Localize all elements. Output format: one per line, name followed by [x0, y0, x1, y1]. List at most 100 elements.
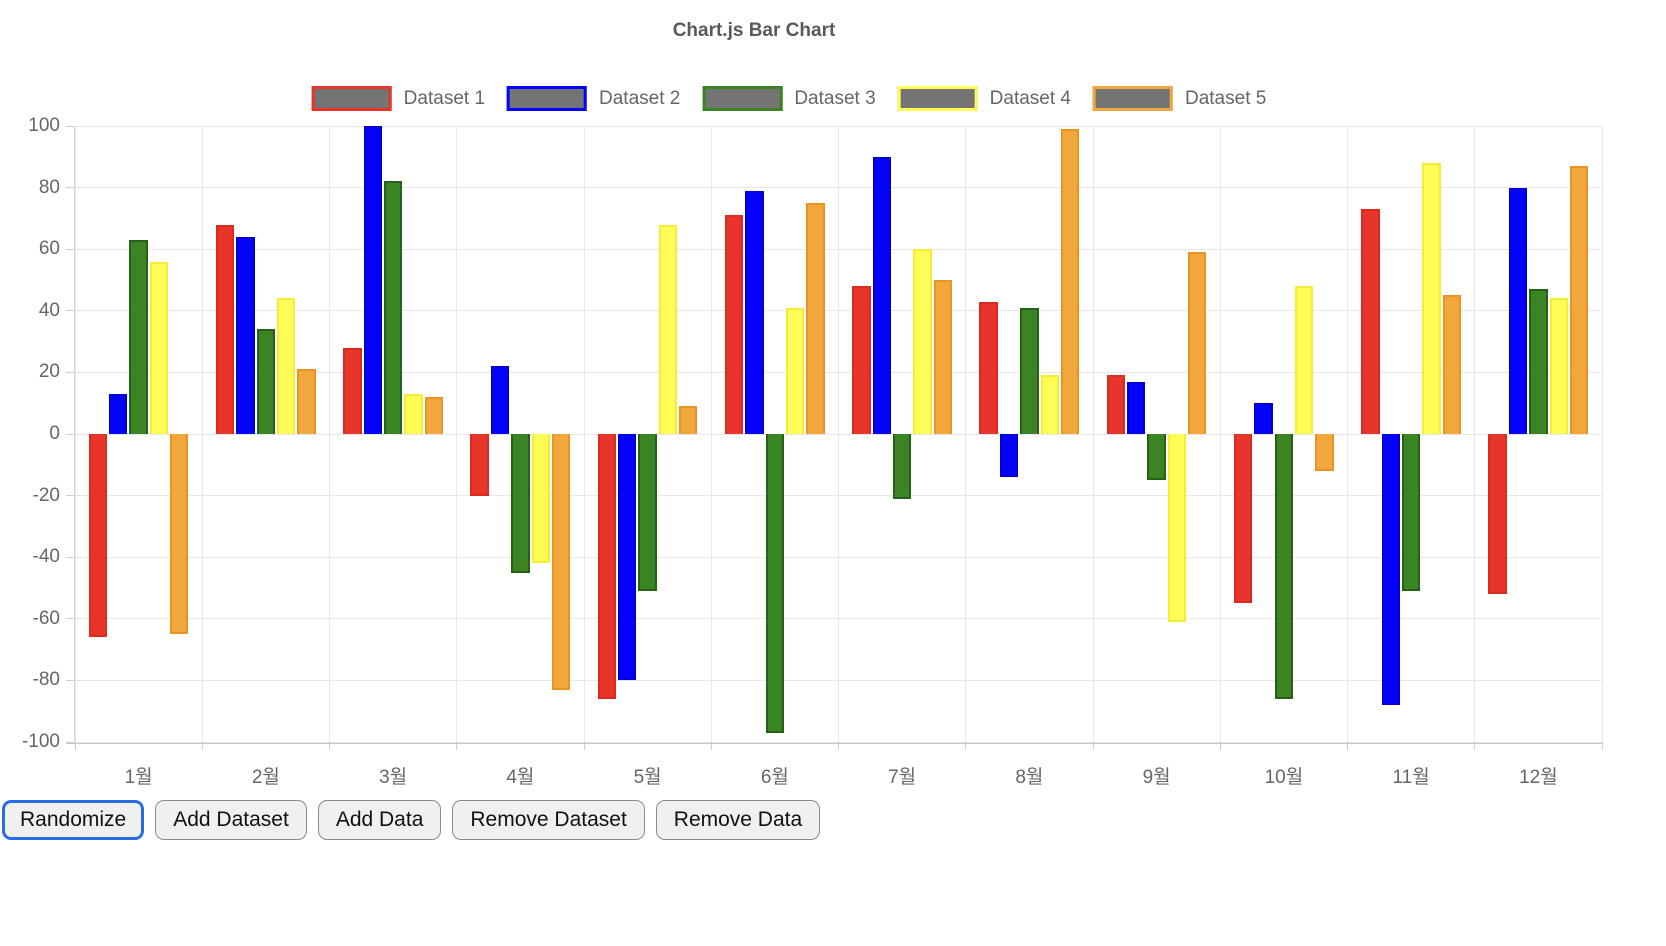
v-gridline-0	[74, 126, 76, 742]
legend-swatch-dataset-5	[1092, 86, 1173, 111]
bar-dataset-4-month-1[interactable]	[149, 261, 169, 434]
bar-dataset-3-month-4[interactable]	[511, 434, 530, 573]
x-tick-1	[201, 742, 203, 750]
bar-dataset-3-month-5[interactable]	[638, 434, 657, 592]
bar-dataset-2-month-10[interactable]	[1254, 403, 1273, 434]
y-axis-label--60: -60	[32, 607, 60, 629]
legend-item-dataset-3[interactable]: Dataset 3	[702, 86, 876, 111]
bar-dataset-3-month-3[interactable]	[383, 181, 403, 434]
y-tick--80	[66, 679, 75, 681]
legend-item-dataset-4[interactable]: Dataset 4	[897, 86, 1071, 111]
bar-dataset-5-month-10[interactable]	[1315, 434, 1334, 471]
v-gridline-9	[1219, 126, 1221, 742]
bar-dataset-3-month-11[interactable]	[1401, 434, 1421, 592]
bar-dataset-5-month-6[interactable]	[806, 203, 825, 434]
bar-dataset-4-month-8[interactable]	[1040, 375, 1059, 434]
bar-dataset-4-month-2[interactable]	[277, 298, 296, 434]
bar-dataset-2-month-12[interactable]	[1508, 187, 1528, 434]
bar-dataset-2-month-7[interactable]	[872, 156, 891, 434]
x-tick-8	[1092, 742, 1094, 750]
y-tick--40	[66, 556, 75, 558]
bar-dataset-2-month-3[interactable]	[363, 126, 382, 434]
bar-dataset-5-month-2[interactable]	[297, 369, 316, 434]
add-dataset-button[interactable]: Add Dataset	[155, 800, 307, 840]
bar-dataset-1-month-8[interactable]	[979, 301, 998, 434]
x-tick-9	[1219, 742, 1221, 750]
legend-label-dataset-4: Dataset 4	[989, 87, 1071, 109]
bar-dataset-1-month-1[interactable]	[88, 434, 108, 638]
bar-dataset-3-month-12[interactable]	[1529, 289, 1548, 434]
bar-dataset-4-month-3[interactable]	[404, 393, 423, 434]
bar-dataset-5-month-4[interactable]	[551, 434, 571, 690]
legend-label-dataset-3: Dataset 3	[794, 87, 876, 109]
bar-dataset-4-month-9[interactable]	[1167, 434, 1187, 622]
remove-dataset-button[interactable]: Remove Dataset	[452, 800, 645, 840]
bar-dataset-5-month-12[interactable]	[1569, 166, 1589, 434]
bar-dataset-3-month-6[interactable]	[765, 434, 785, 733]
bar-dataset-4-month-11[interactable]	[1422, 162, 1441, 434]
x-axis-label-8: 8월	[1015, 767, 1044, 788]
x-axis-label-11: 11월	[1392, 767, 1430, 788]
bar-dataset-4-month-6[interactable]	[786, 307, 805, 434]
add-data-button[interactable]: Add Data	[317, 800, 442, 840]
x-axis-label-6: 6월	[760, 767, 789, 788]
legend-item-dataset-2[interactable]: Dataset 2	[507, 86, 680, 111]
bar-dataset-5-month-9[interactable]	[1188, 252, 1207, 434]
randomize-button[interactable]: Randomize	[2, 800, 145, 840]
bar-dataset-2-month-5[interactable]	[618, 434, 637, 681]
bar-dataset-3-month-10[interactable]	[1274, 434, 1294, 699]
bar-dataset-3-month-9[interactable]	[1147, 434, 1166, 481]
legend-label-dataset-5: Dataset 5	[1184, 87, 1267, 109]
y-tick-40	[66, 310, 75, 312]
bar-dataset-5-month-11[interactable]	[1442, 295, 1461, 434]
bar-dataset-2-month-2[interactable]	[236, 236, 255, 434]
x-tick-12	[1601, 742, 1603, 750]
bar-dataset-1-month-10[interactable]	[1233, 434, 1253, 604]
bar-dataset-1-month-2[interactable]	[215, 224, 235, 434]
bar-dataset-1-month-12[interactable]	[1488, 434, 1507, 595]
y-tick--60	[66, 618, 75, 620]
bar-dataset-4-month-4[interactable]	[531, 434, 550, 564]
v-gridline-10	[1347, 126, 1348, 742]
v-gridline-4	[583, 126, 585, 742]
y-tick-20	[66, 371, 75, 373]
bar-dataset-5-month-3[interactable]	[424, 397, 443, 434]
bar-dataset-2-month-4[interactable]	[490, 366, 510, 434]
bar-dataset-2-month-8[interactable]	[999, 434, 1019, 478]
remove-data-button[interactable]: Remove Data	[655, 800, 821, 840]
y-tick-80	[66, 187, 75, 189]
bar-dataset-4-month-10[interactable]	[1295, 286, 1314, 434]
bar-dataset-4-month-5[interactable]	[658, 224, 678, 434]
bar-dataset-2-month-1[interactable]	[109, 393, 128, 434]
legend-item-dataset-5[interactable]: Dataset 5	[1092, 86, 1267, 111]
bar-dataset-1-month-6[interactable]	[724, 215, 744, 434]
bar-dataset-3-month-7[interactable]	[892, 434, 912, 499]
bar-dataset-2-month-11[interactable]	[1381, 434, 1400, 706]
legend-label-dataset-1: Dataset 1	[403, 87, 486, 109]
bar-dataset-1-month-5[interactable]	[597, 434, 617, 699]
v-gridline-12	[1601, 126, 1603, 742]
v-gridline-3	[456, 126, 458, 742]
bar-dataset-5-month-5[interactable]	[679, 406, 698, 434]
bar-dataset-4-month-12[interactable]	[1549, 298, 1568, 434]
bar-dataset-1-month-9[interactable]	[1106, 375, 1126, 434]
bar-dataset-1-month-3[interactable]	[343, 347, 362, 434]
legend-swatch-dataset-3	[702, 86, 783, 111]
bar-dataset-2-month-9[interactable]	[1127, 381, 1146, 434]
bar-dataset-5-month-1[interactable]	[170, 434, 189, 635]
y-axis-label-20: 20	[38, 361, 60, 383]
bar-dataset-3-month-2[interactable]	[256, 329, 276, 434]
bar-dataset-2-month-6[interactable]	[745, 190, 764, 434]
bar-dataset-1-month-11[interactable]	[1361, 209, 1380, 434]
y-axis-label-40: 40	[38, 299, 60, 321]
bar-dataset-3-month-8[interactable]	[1020, 307, 1039, 434]
bar-dataset-3-month-1[interactable]	[129, 239, 148, 434]
y-tick--20	[66, 495, 75, 497]
bar-dataset-5-month-7[interactable]	[933, 280, 952, 434]
x-axis-label-12: 12월	[1519, 767, 1558, 788]
legend-item-dataset-1[interactable]: Dataset 1	[311, 86, 486, 111]
bar-dataset-1-month-4[interactable]	[470, 434, 489, 496]
bar-dataset-4-month-7[interactable]	[913, 249, 932, 434]
bar-dataset-1-month-7[interactable]	[852, 286, 871, 434]
bar-dataset-5-month-8[interactable]	[1060, 129, 1080, 434]
